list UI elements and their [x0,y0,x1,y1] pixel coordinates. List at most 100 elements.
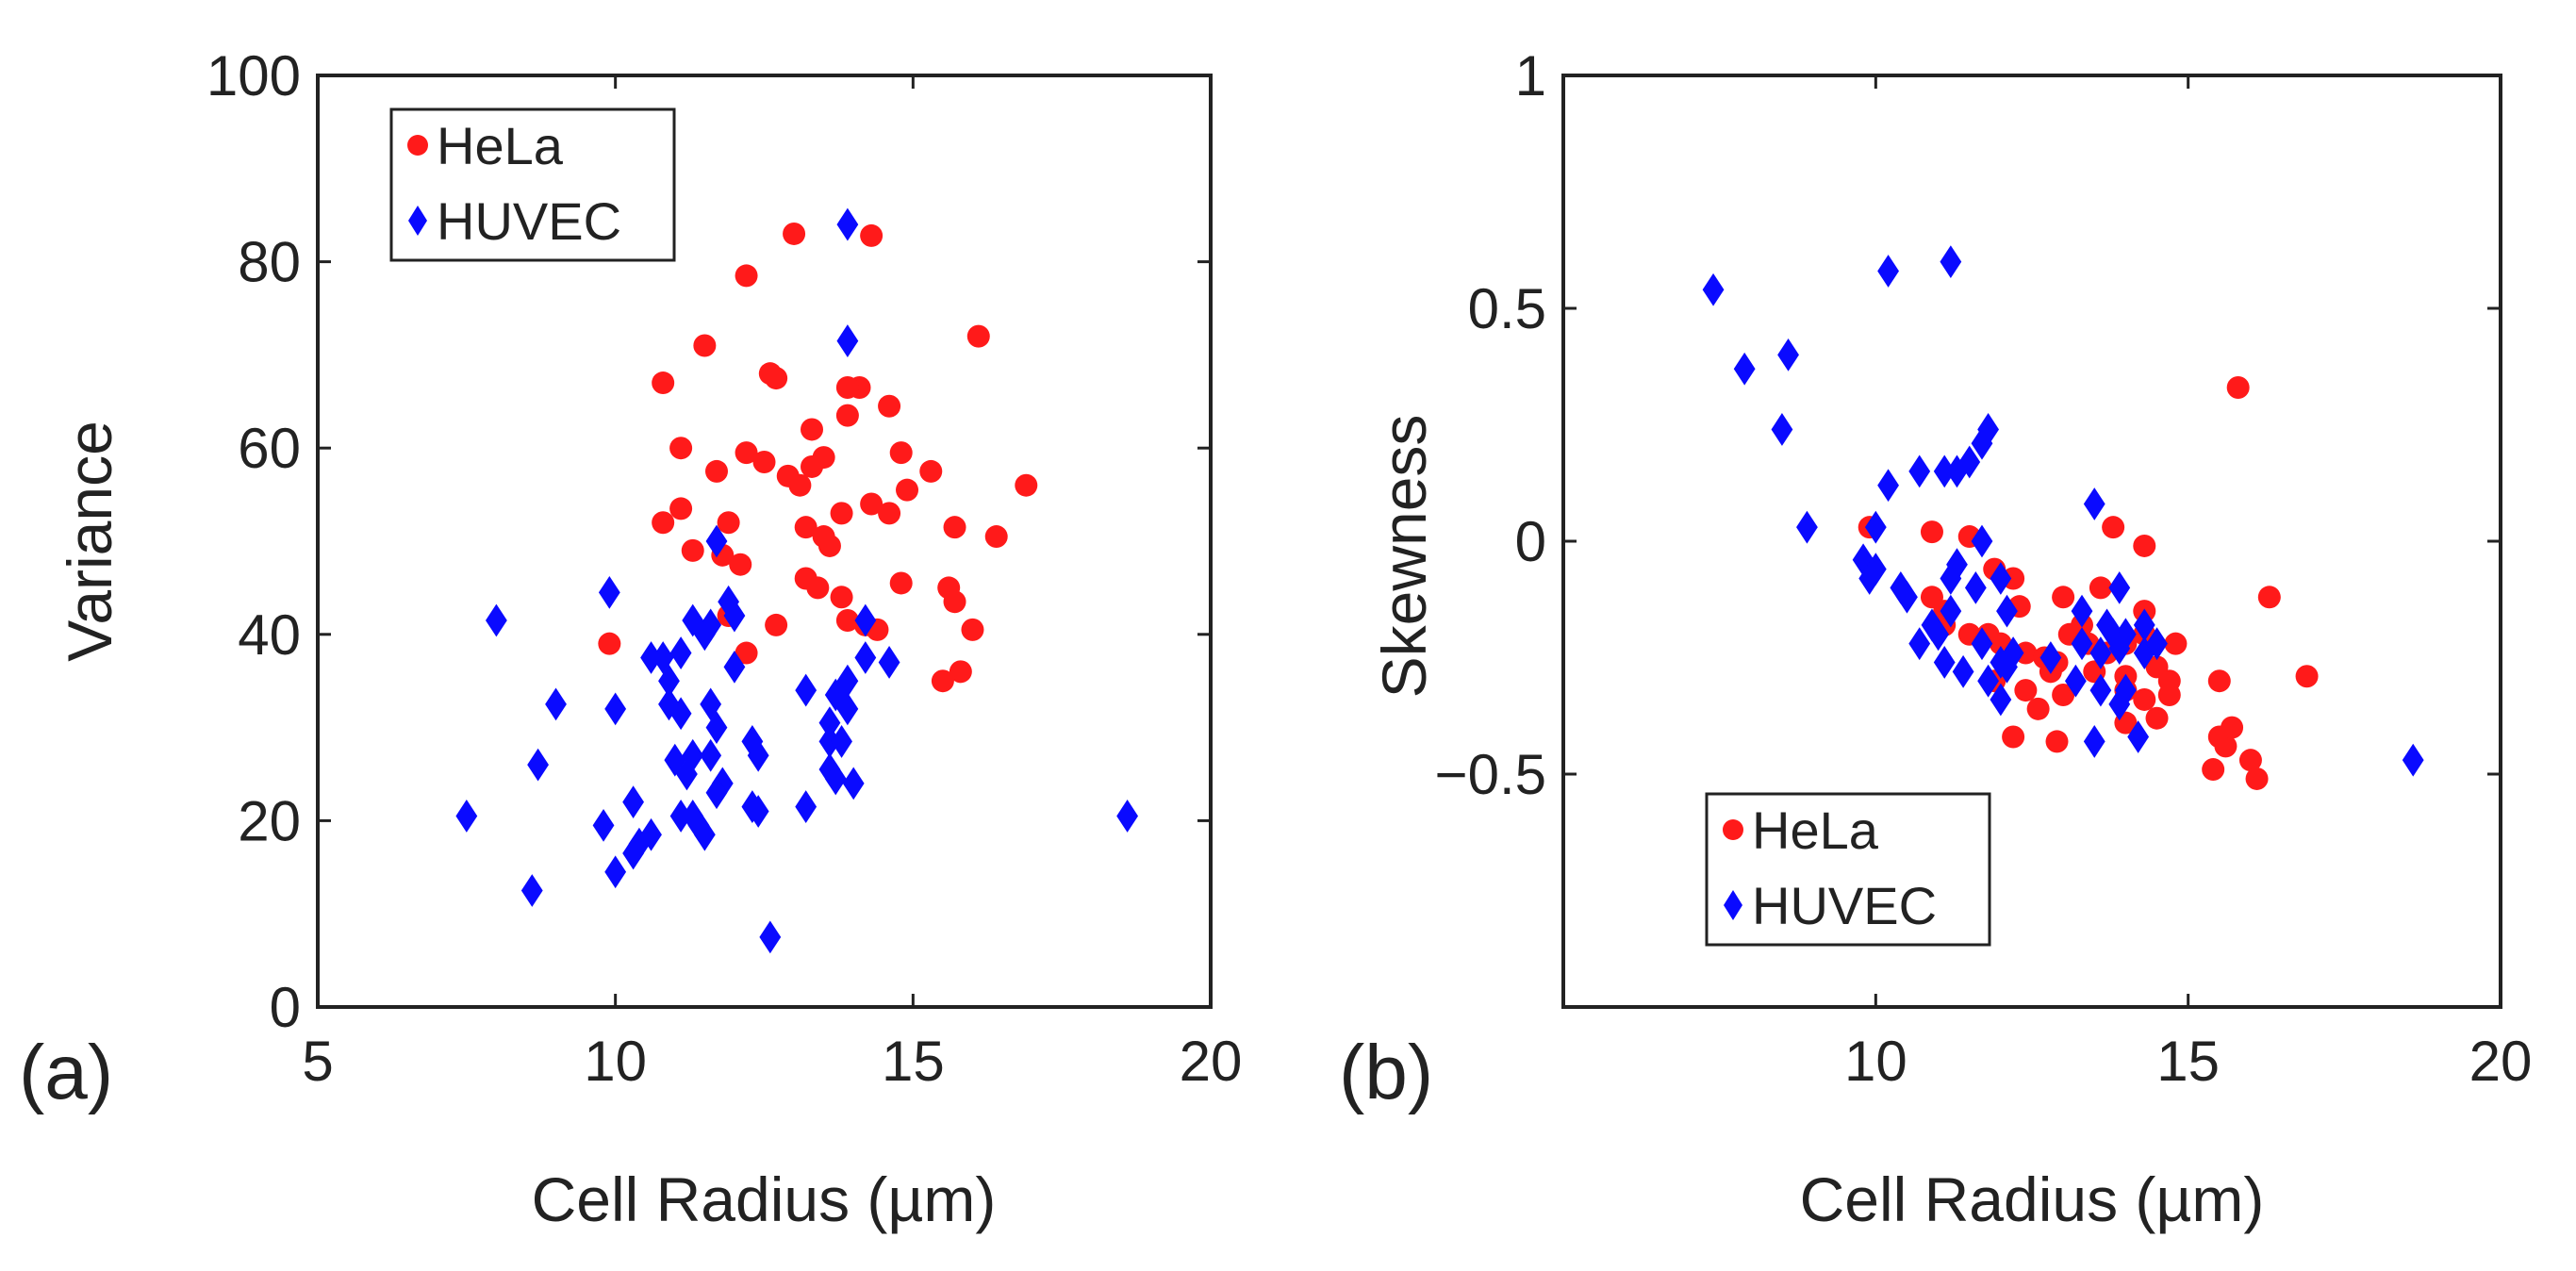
chart-b-point-hela [2221,716,2244,739]
chart-a-point-huvec [598,575,620,609]
chart-b-point-huvec [1971,627,1993,661]
chart-a-panel-label: (a) [19,1030,113,1115]
chart-a-point-huvec [693,817,716,851]
chart-b-point-huvec [1702,272,1725,306]
chart-b-point-huvec [1996,650,2018,684]
chart-a-point-huvec [455,800,478,833]
chart-a-point-hela [860,492,883,516]
chart-a-point-huvec [836,692,859,726]
chart-b-point-hela [2045,730,2069,753]
chart-a-points [455,207,1139,954]
chart-b-point-hela [2102,516,2125,539]
chart-b-point-huvec [1877,469,1899,503]
chart-b-point-hela [2207,669,2231,693]
chart-a-ytick-label: 20 [238,789,301,852]
chart-a-point-huvec [854,641,877,674]
chart-b-points [1702,245,2424,790]
chart-a-point-hela [949,660,972,684]
chart-b-point-hela [2052,586,2075,609]
chart-b-point-huvec [2108,571,2131,604]
chart-a-point-huvec [669,697,692,731]
chart-a-ytick-label: 40 [238,603,301,667]
chart-b-xtick-label: 15 [2156,1030,2220,1093]
chart-b-point-hela [2014,679,2038,702]
chart-a-point-huvec [747,795,769,828]
chart-b-point-huvec [1796,510,1818,544]
chart-a-point-huvec [604,692,627,726]
chart-b-point-huvec [2108,632,2131,666]
chart-b-ytick-label: −0.5 [1435,743,1546,806]
chart-a-point-hela [830,586,853,609]
chart-a-point-hela [693,334,717,357]
chart-b-point-huvec [1977,664,2000,698]
chart-b-point-huvec [1940,245,1962,278]
chart-a-point-hela [801,418,824,441]
chart-b-point-huvec [1990,562,2012,595]
chart-a-ytick-label: 80 [238,231,301,294]
chart-b-point-hela [2052,684,2075,707]
chart-b-legend-marker-hela [1723,819,1743,840]
chart-b-point-huvec [2127,720,2150,753]
chart-a-point-huvec [676,757,698,791]
chart-a-point-huvec [836,324,859,357]
chart-b: 10 15 20 −0.5 0 0.5 1 Cell Radius (µm) Skewnes… [1339,44,2532,1234]
chart-a-point-hela [830,502,853,525]
chart-a-point-hela [860,223,883,247]
chart-b-point-huvec [1908,454,1931,488]
chart-b-point-huvec [1927,618,1949,652]
chart-a-point-huvec [842,767,865,801]
chart-b-point-huvec [1877,255,1899,288]
chart-a-xtick-label: 20 [1180,1030,1243,1093]
chart-b-point-hela [2257,586,2281,609]
chart-a-point-hela [1015,473,1038,497]
chart-b-point-hela [2164,632,2188,655]
chart-a-legend-label-hela: HeLa [437,116,564,175]
chart-b-point-huvec [2089,673,2112,707]
chart-a-point-huvec [836,207,859,241]
chart-a-legend-box [389,107,676,262]
chart-a-legend-marker-huvec [408,206,427,236]
chart-a-legend-label-huvec: HUVEC [437,191,621,251]
chart-b-point-huvec [1908,627,1931,661]
chart-a-point-huvec [658,664,680,698]
chart-a: 5 10 15 20 0 20 40 60 80 100 Cell Radius (µm) Var… [19,44,1242,1234]
chart-a-point-hela [765,367,788,390]
chart-a-point-hela [889,441,913,465]
chart-a-ticks: 5 10 15 20 0 20 40 60 80 100 [206,44,1242,1093]
chart-b-point-huvec [1864,553,1887,586]
chart-b-point-huvec [2071,627,2093,661]
chart-a-ytick-label: 100 [206,44,301,107]
chart-b-point-huvec [1852,543,1874,577]
chart-b-point-hela [2026,697,2050,720]
chart-b-point-huvec [2133,608,2155,642]
chart-b-point-huvec [2146,627,2168,661]
chart-b-point-hela [2002,725,2025,749]
chart-a-point-huvec [824,762,847,796]
chart-b-xtick-label: 20 [2469,1030,2533,1093]
chart-a-point-huvec [592,808,615,842]
chart-b-point-huvec [1896,580,1918,614]
chart-a-point-huvec [1116,800,1139,833]
chart-a-point-hela [788,473,812,497]
chart-a-point-hela [878,394,901,418]
chart-b-point-hela [2202,758,2225,782]
chart-a-point-huvec [669,800,692,833]
chart-b-point-huvec [1996,594,2018,628]
chart-a-point-hela [943,516,966,539]
chart-b-point-hela [2245,767,2269,790]
chart-b-point-huvec [2083,487,2105,520]
chart-a-point-hela [984,525,1008,549]
chart-a-xtick-label: 10 [584,1030,647,1093]
chart-b-point-huvec [1990,683,2012,717]
chart-a-point-hela [717,511,740,535]
chart-b-ticks: 10 15 20 −0.5 0 0.5 1 [1435,44,2533,1093]
chart-a-point-huvec [527,748,549,782]
chart-b-point-huvec [1964,571,1987,604]
chart-b-point-huvec [2002,636,2024,669]
chart-a-point-huvec [878,646,900,679]
chart-a-point-hela [919,459,943,483]
chart-b-point-huvec [1940,562,1962,595]
chart-a-point-huvec [640,641,662,674]
chart-a-legend: HeLa HUVEC [389,107,676,262]
chart-a-point-huvec [747,738,769,772]
